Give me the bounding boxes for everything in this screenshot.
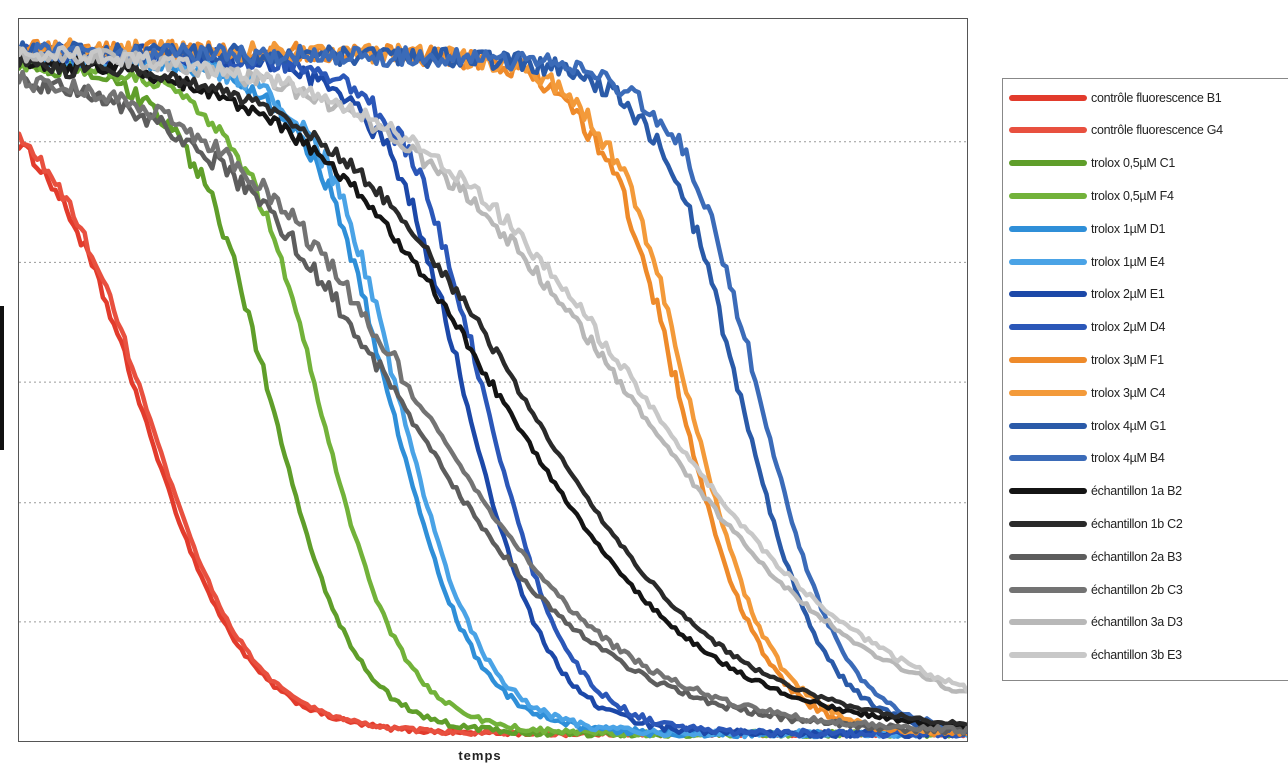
legend-swatch [1009, 488, 1087, 495]
series-line-15 [19, 73, 967, 737]
series-line-6 [19, 44, 967, 740]
legend-label: trolox 0,5µM F4 [1091, 188, 1174, 203]
legend-item: trolox 3µM C4 [1003, 376, 1288, 409]
legend-swatch [1009, 192, 1087, 199]
legend-swatch [1009, 520, 1087, 527]
legend-swatch [1009, 258, 1087, 265]
y-axis-marker-bar [0, 306, 4, 450]
x-axis-label: temps [458, 748, 502, 763]
legend-item: trolox 4µM G1 [1003, 409, 1288, 442]
legend-item: contrôle fluorescence G4 [1003, 114, 1288, 147]
series-line-18 [19, 45, 967, 694]
legend-swatch [1009, 652, 1087, 659]
legend-item: échantillon 1a B2 [1003, 475, 1288, 508]
legend-item: trolox 3µM F1 [1003, 343, 1288, 376]
series-line-13 [19, 54, 967, 731]
series-line-5 [19, 45, 967, 740]
legend-swatch [1009, 127, 1087, 134]
legend-swatch [1009, 422, 1087, 429]
legend-item: échantillon 3a D3 [1003, 606, 1288, 639]
legend-item: contrôle fluorescence B1 [1003, 81, 1288, 114]
legend-label: échantillon 2b C3 [1091, 582, 1183, 597]
legend-item: échantillon 3b E3 [1003, 639, 1288, 672]
legend-label: échantillon 2a B3 [1091, 549, 1182, 564]
plot-svg [19, 37, 967, 740]
series-line-16 [19, 69, 967, 736]
legend-item: échantillon 2b C3 [1003, 573, 1288, 606]
legend-label: trolox 4µM B4 [1091, 451, 1165, 466]
legend-label: trolox 1µM E4 [1091, 254, 1165, 269]
legend-label: trolox 3µM C4 [1091, 385, 1166, 400]
legend-swatch [1009, 324, 1087, 331]
legend-swatch [1009, 389, 1087, 396]
legend-label: trolox 2µM D4 [1091, 320, 1166, 335]
legend-label: trolox 0,5µM C1 [1091, 156, 1175, 171]
legend-item: trolox 1µM D1 [1003, 212, 1288, 245]
legend-label: contrôle fluorescence G4 [1091, 123, 1223, 138]
legend-item: trolox 4µM B4 [1003, 442, 1288, 475]
legend-item: trolox 2µM E1 [1003, 278, 1288, 311]
legend-swatch [1009, 553, 1087, 560]
legend-label: trolox 1µM D1 [1091, 221, 1166, 236]
legend-swatch [1009, 356, 1087, 363]
legend-item: trolox 0,5µM C1 [1003, 147, 1288, 180]
legend-label: échantillon 1b C2 [1091, 516, 1183, 531]
legend-swatch [1009, 225, 1087, 232]
legend-item: trolox 0,5µM F4 [1003, 179, 1288, 212]
legend-swatch [1009, 94, 1087, 101]
plot-area [18, 18, 968, 742]
legend-label: trolox 3µM F1 [1091, 352, 1164, 367]
series-line-3 [19, 57, 967, 739]
legend-label: échantillon 3b E3 [1091, 648, 1182, 663]
legend-item: trolox 1µM E4 [1003, 245, 1288, 278]
series-line-4 [19, 53, 967, 739]
legend-swatch [1009, 455, 1087, 462]
legend-label: trolox 2µM E1 [1091, 287, 1165, 302]
legend-swatch [1009, 586, 1087, 593]
legend-item: échantillon 1b C2 [1003, 507, 1288, 540]
series-line-14 [19, 54, 967, 728]
legend-swatch [1009, 619, 1087, 626]
legend-swatch [1009, 160, 1087, 167]
legend-label: contrôle fluorescence B1 [1091, 90, 1222, 105]
legend-label: trolox 4µM G1 [1091, 418, 1166, 433]
series-line-12 [19, 41, 967, 731]
legend-label: échantillon 3a D3 [1091, 615, 1183, 630]
legend-label: échantillon 1a B2 [1091, 484, 1182, 499]
legend-swatch [1009, 291, 1087, 298]
legend: contrôle fluorescence B1 contrôle fluores… [1002, 78, 1288, 681]
legend-item: trolox 2µM D4 [1003, 311, 1288, 344]
series-line-17 [19, 45, 967, 694]
legend-item: échantillon 2a B3 [1003, 540, 1288, 573]
